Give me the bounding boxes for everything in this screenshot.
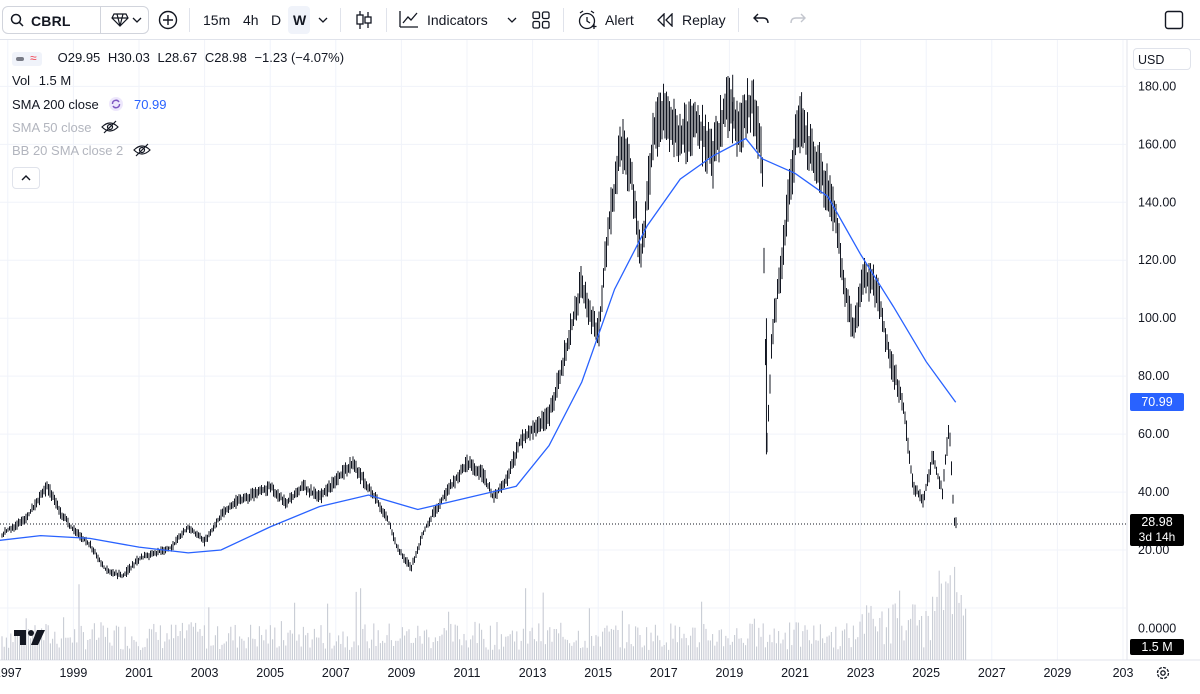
- price-chart[interactable]: 180.00 160.00 140.00 120.00 100.00 80.00 60.00…: [0, 40, 1200, 689]
- last-price-value: 28.98: [1141, 515, 1173, 529]
- symbol-name: CBRL: [31, 13, 71, 29]
- replay-button[interactable]: Replay: [682, 12, 726, 28]
- chevron-down-icon[interactable]: [132, 17, 142, 24]
- sma50-legend[interactable]: SMA 50 close: [12, 120, 119, 135]
- low-label: L: [157, 50, 165, 65]
- time-tick-label: 1997: [0, 666, 22, 680]
- hidden-eye-icon[interactable]: [101, 120, 119, 134]
- last-price-tag: 28.98 3d 14h: [1130, 514, 1184, 546]
- symbol-search[interactable]: CBRL: [2, 6, 149, 34]
- close-label: C: [204, 50, 215, 65]
- close-value: 28.98: [214, 50, 247, 65]
- low-value: 28.67: [164, 50, 198, 65]
- time-tick-label: 2013: [519, 666, 547, 680]
- price-tick-label: 40.00: [1138, 485, 1169, 499]
- time-tick-label: 2025: [912, 666, 940, 680]
- change-value: −1.23 (−4.07%): [254, 50, 345, 65]
- time-tick-label: 2001: [125, 666, 153, 680]
- timeframe-15m[interactable]: 15m: [203, 12, 231, 28]
- time-tick-label: 2005: [256, 666, 284, 680]
- chart-area[interactable]: 180.00 160.00 140.00 120.00 100.00 80.00 60.00…: [0, 40, 1200, 689]
- time-tick-label: 1999: [59, 666, 87, 680]
- time-axis[interactable]: 1997 1999 2001 2003 2005 2007 2009 2011 2013 2015…: [0, 666, 1133, 680]
- collapse-legend-button[interactable]: [12, 167, 40, 189]
- layout-grid-icon[interactable]: [532, 11, 550, 29]
- refresh-icon[interactable]: [108, 96, 124, 112]
- price-tick-label: 20.00: [1138, 543, 1169, 557]
- price-candles: [1, 74, 957, 580]
- time-tick-label: 2003: [191, 666, 219, 680]
- sma200-legend[interactable]: SMA 200 close 70.99: [12, 96, 167, 112]
- undo-icon[interactable]: [753, 12, 769, 26]
- sma200-value: 70.99: [133, 97, 167, 112]
- time-tick-label: 2019: [715, 666, 743, 680]
- high-label: H: [107, 50, 118, 65]
- hidden-eye-icon[interactable]: [133, 143, 151, 157]
- time-tick-label: 2029: [1043, 666, 1071, 680]
- time-tick-label: 203: [1113, 666, 1134, 680]
- timeframe-d[interactable]: D: [271, 12, 282, 28]
- fullscreen-icon[interactable]: [1164, 10, 1184, 30]
- price-tick-label: 80.00: [1138, 369, 1169, 383]
- open-label: O: [57, 50, 68, 65]
- volume-bars: [1, 566, 967, 660]
- price-tick-label: 140.00: [1138, 195, 1176, 209]
- candles-icon[interactable]: [354, 9, 374, 31]
- timeframe-w-active[interactable]: [288, 6, 310, 34]
- time-tick-label: 2009: [387, 666, 415, 680]
- add-compare-icon[interactable]: [158, 10, 178, 30]
- volume-value: 1.5 M: [38, 73, 72, 88]
- bar-countdown: 3d 14h: [1138, 530, 1176, 544]
- indicators-button[interactable]: Indicators: [427, 12, 488, 28]
- time-tick-label: 2017: [650, 666, 678, 680]
- price-tick-label: 120.00: [1138, 253, 1176, 267]
- sma200-line: [0, 137, 957, 554]
- sma200-price-tag: 70.99: [1130, 393, 1184, 411]
- high-value: 30.03: [117, 50, 150, 65]
- ohlc-legend: ≈ O29.95 H30.03 L28.67 C28.98 −1.23 (−4.…: [12, 50, 344, 66]
- time-tick-label: 2007: [322, 666, 350, 680]
- top-toolbar: CBRL 15m 4h D W Indicators: [0, 0, 1200, 40]
- price-tick-label: 160.00: [1138, 137, 1176, 151]
- price-tick-label: 180.00: [1138, 79, 1176, 93]
- bb-label: BB 20 SMA close 2: [12, 143, 124, 158]
- replay-icon[interactable]: [656, 13, 674, 27]
- time-tick-label: 2011: [454, 666, 481, 680]
- redo-icon[interactable]: [790, 12, 806, 26]
- diamond-icon[interactable]: [111, 13, 129, 27]
- volume-label: Vol: [12, 73, 31, 88]
- tradingview-logo[interactable]: [14, 628, 46, 652]
- grid: [0, 40, 1126, 660]
- time-tick-label: 2015: [584, 666, 612, 680]
- volume-legend: Vol 1.5 M: [12, 73, 71, 88]
- sma200-label: SMA 200 close: [12, 97, 99, 112]
- legend-toggle-icon[interactable]: ≈: [12, 51, 42, 66]
- price-axis[interactable]: 180.00 160.00 140.00 120.00 100.00 80.00 60.00…: [1138, 79, 1176, 635]
- chevron-up-icon: [21, 175, 31, 181]
- indicators-icon[interactable]: [399, 9, 419, 29]
- search-icon: [10, 13, 24, 27]
- volume-tag: 1.5 M: [1130, 639, 1184, 655]
- time-tick-label: 2027: [978, 666, 1006, 680]
- sma50-label: SMA 50 close: [12, 120, 92, 135]
- price-tick-label: 100.00: [1138, 311, 1176, 325]
- time-tick-label: 2021: [781, 666, 809, 680]
- bb-legend[interactable]: BB 20 SMA close 2: [12, 143, 151, 158]
- time-tick-label: 2023: [847, 666, 875, 680]
- timeframe-4h[interactable]: 4h: [243, 12, 259, 28]
- currency-selector[interactable]: USD: [1133, 48, 1191, 70]
- price-tick-label: 60.00: [1138, 427, 1169, 441]
- price-tick-label: 0.0000: [1138, 621, 1176, 635]
- alert-button[interactable]: Alert: [605, 12, 634, 28]
- alert-clock-icon[interactable]: [577, 9, 599, 31]
- open-value: 29.95: [67, 50, 101, 65]
- timeframe-chevron-icon[interactable]: [318, 17, 328, 24]
- indicators-chevron-icon[interactable]: [507, 17, 517, 24]
- timeframe-w[interactable]: W: [293, 12, 307, 28]
- settings-gear-icon[interactable]: [1155, 665, 1171, 681]
